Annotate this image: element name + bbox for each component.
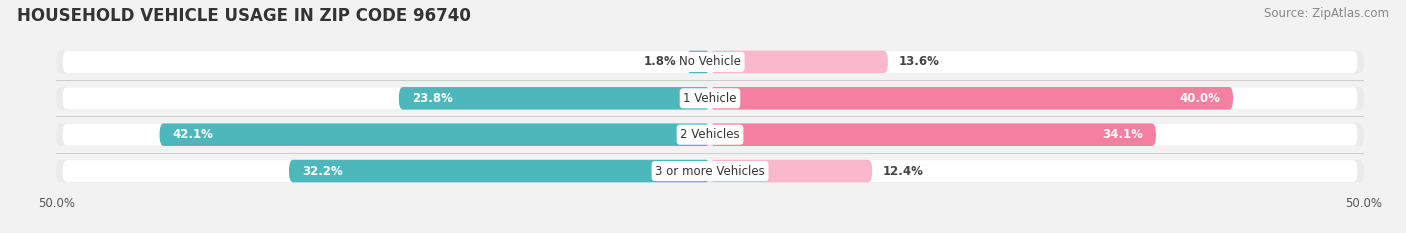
Text: 23.8%: 23.8% [412,92,453,105]
Text: 12.4%: 12.4% [883,164,924,178]
Text: Source: ZipAtlas.com: Source: ZipAtlas.com [1264,7,1389,20]
FancyBboxPatch shape [56,87,1364,110]
FancyBboxPatch shape [710,160,872,182]
Text: HOUSEHOLD VEHICLE USAGE IN ZIP CODE 96740: HOUSEHOLD VEHICLE USAGE IN ZIP CODE 9674… [17,7,471,25]
FancyBboxPatch shape [290,160,710,182]
Text: 2 Vehicles: 2 Vehicles [681,128,740,141]
Text: No Vehicle: No Vehicle [679,55,741,69]
FancyBboxPatch shape [63,51,1357,73]
FancyBboxPatch shape [56,160,1364,182]
FancyBboxPatch shape [63,124,1357,146]
Text: 40.0%: 40.0% [1180,92,1220,105]
Text: 3 or more Vehicles: 3 or more Vehicles [655,164,765,178]
FancyBboxPatch shape [63,160,1357,182]
FancyBboxPatch shape [159,123,710,146]
FancyBboxPatch shape [63,87,1357,109]
Text: 13.6%: 13.6% [898,55,939,69]
FancyBboxPatch shape [686,51,710,73]
FancyBboxPatch shape [56,123,1364,146]
FancyBboxPatch shape [710,87,1233,110]
Text: 1.8%: 1.8% [644,55,676,69]
Text: 34.1%: 34.1% [1102,128,1143,141]
FancyBboxPatch shape [56,51,1364,73]
Text: 42.1%: 42.1% [173,128,214,141]
FancyBboxPatch shape [710,123,1156,146]
Text: 1 Vehicle: 1 Vehicle [683,92,737,105]
FancyBboxPatch shape [399,87,710,110]
Text: 32.2%: 32.2% [302,164,343,178]
FancyBboxPatch shape [710,51,887,73]
